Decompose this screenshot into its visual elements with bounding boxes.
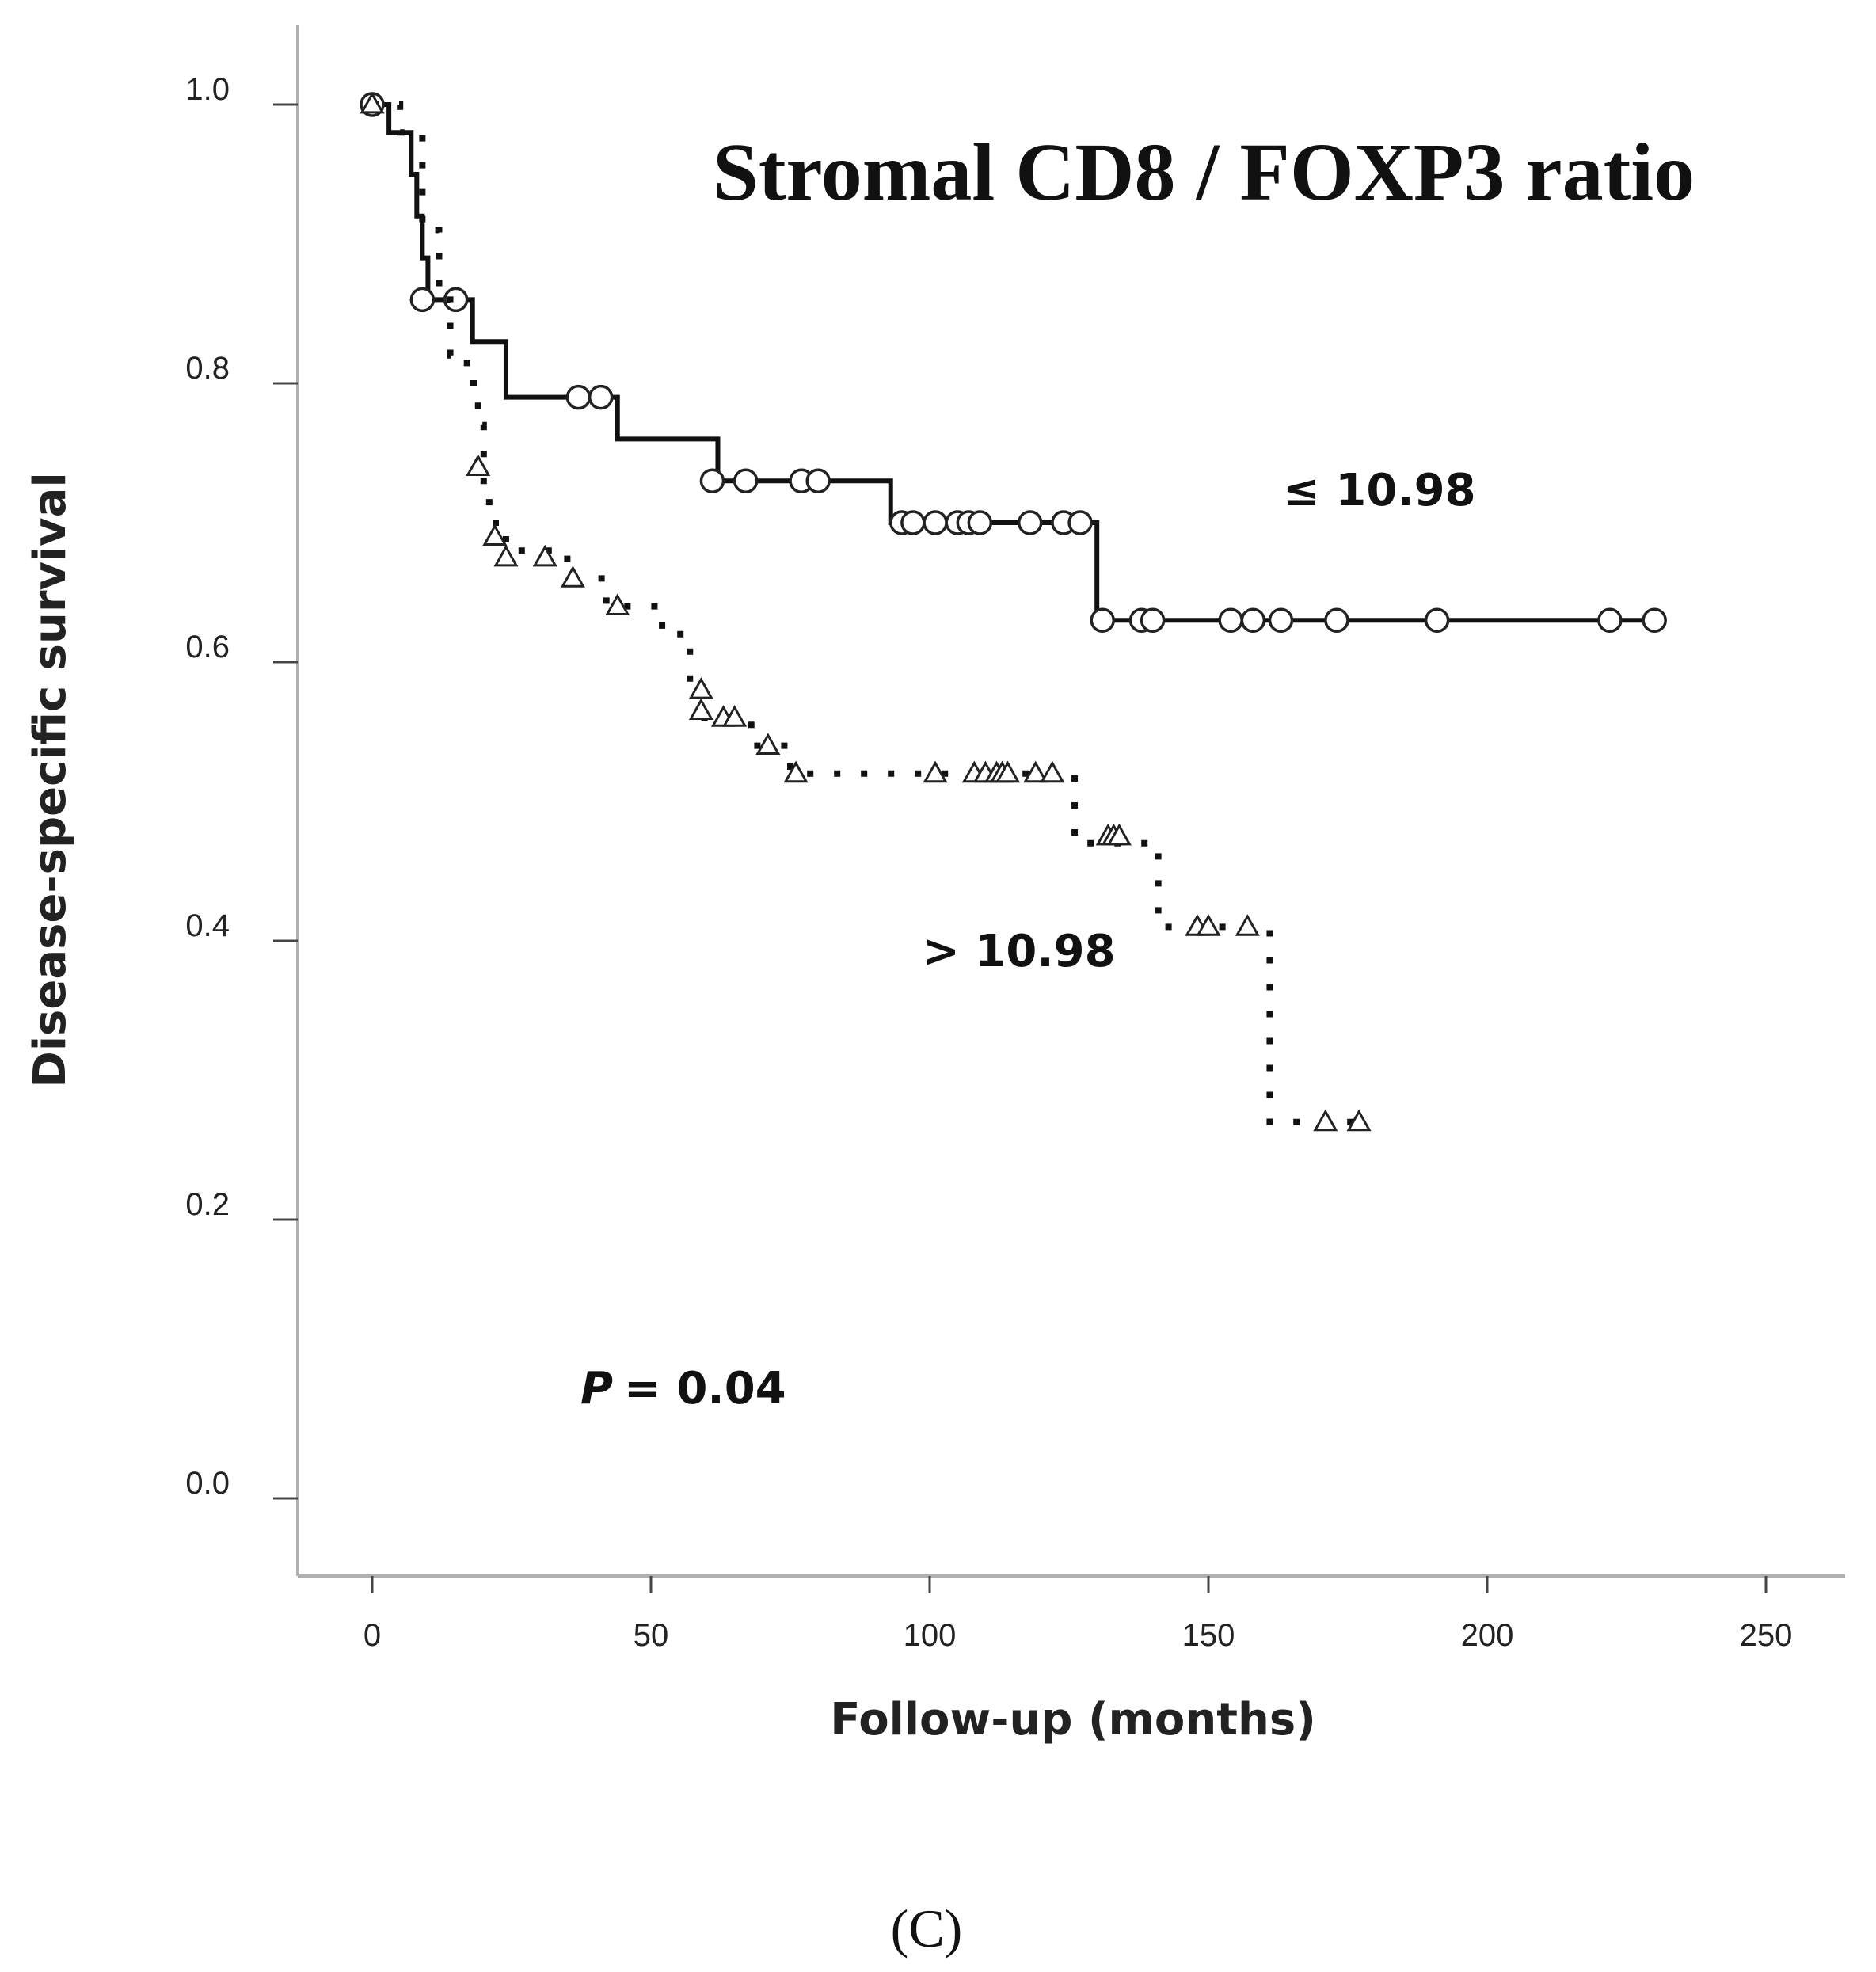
- censor-triangle-marker: [605, 593, 630, 615]
- y-tick-label: 0.2: [185, 1187, 230, 1222]
- censor-circle-marker: [1240, 607, 1266, 633]
- x-tick-label: 100: [904, 1618, 957, 1653]
- censor-circle-marker: [699, 468, 725, 493]
- censor-triangle-marker: [493, 544, 519, 567]
- censor-triangle-marker: [1040, 760, 1065, 783]
- x-tick-label: 0: [363, 1618, 381, 1653]
- series-label-low: ≤ 10.98: [1283, 465, 1476, 516]
- censor-circle-marker: [588, 384, 614, 410]
- series-label-high: > 10.98: [923, 926, 1116, 977]
- censor-triangle-marker: [482, 523, 508, 546]
- censor-circle-marker: [900, 510, 926, 535]
- censor-circle-marker: [565, 384, 592, 410]
- censor-triangle-marker: [560, 565, 586, 588]
- censor-circle-marker: [1017, 510, 1043, 535]
- chart-title: Stromal CD8 / FOXP3 ratio: [713, 127, 1695, 218]
- censor-circle-marker: [1218, 607, 1243, 633]
- censor-circle-marker: [1424, 607, 1450, 633]
- censor-circle-marker: [805, 468, 831, 493]
- censor-circle-marker: [1597, 607, 1623, 633]
- km-curve-low: [372, 102, 1655, 623]
- censor-triangle-marker: [688, 698, 713, 720]
- y-tick-label: 0.6: [185, 630, 230, 664]
- censor-triangle-marker: [532, 544, 557, 567]
- censor-triangle-marker: [1106, 823, 1132, 846]
- p-value-symbol: P: [580, 1363, 613, 1414]
- censor-circle-marker: [1090, 607, 1115, 633]
- panel-label: (C): [891, 1898, 963, 1959]
- y-tick-label: 0.4: [185, 908, 230, 943]
- censor-circle-marker: [1642, 607, 1667, 633]
- censor-circle-marker: [409, 287, 436, 313]
- y-tick-label: 1.0: [185, 72, 230, 107]
- censor-triangle-marker: [1346, 1109, 1372, 1132]
- censor-triangle-marker: [923, 760, 948, 783]
- x-ticks: 0 50 100 150 200 250: [363, 1576, 1793, 1653]
- y-tick-label: 0.8: [185, 351, 230, 386]
- series-group: [360, 91, 1667, 1132]
- censor-triangle-marker: [783, 760, 809, 783]
- x-axis-title: Follow-up (months): [830, 1694, 1316, 1745]
- y-axis-title: Disease-specific survival: [25, 472, 76, 1087]
- censor-circle-marker: [1067, 510, 1093, 535]
- x-tick-label: 150: [1182, 1618, 1235, 1653]
- p-value-text: = 0.04: [624, 1363, 786, 1414]
- x-tick-label: 200: [1461, 1618, 1514, 1653]
- censor-triangle-marker: [1235, 914, 1260, 936]
- censor-circle-marker: [967, 510, 993, 535]
- censor-triangle-marker: [688, 676, 713, 699]
- y-tick-label: 0.0: [185, 1466, 230, 1501]
- p-value-annotation: P = 0.04: [580, 1363, 786, 1414]
- censor-circle-marker: [1324, 607, 1349, 633]
- censor-triangle-marker: [1313, 1109, 1338, 1132]
- censor-circle-marker: [1140, 607, 1166, 633]
- x-tick-label: 250: [1740, 1618, 1793, 1653]
- censor-circle-marker: [1268, 607, 1294, 633]
- censor-triangle-marker: [722, 705, 748, 727]
- censor-triangle-marker: [755, 733, 781, 755]
- censor-triangle-marker: [995, 760, 1021, 783]
- censor-circle-marker: [733, 468, 759, 493]
- censor-circle-marker: [923, 510, 948, 535]
- censor-triangle-marker: [466, 454, 491, 476]
- censor-triangle-marker: [1196, 914, 1221, 936]
- x-tick-label: 50: [634, 1618, 669, 1653]
- censor-triangle-marker: [1023, 760, 1048, 783]
- censor-circle-marker: [443, 287, 469, 313]
- censor-triangle-marker: [360, 91, 385, 114]
- y-ticks: 0.0 0.2 0.4 0.6 0.8 1.0: [185, 72, 298, 1501]
